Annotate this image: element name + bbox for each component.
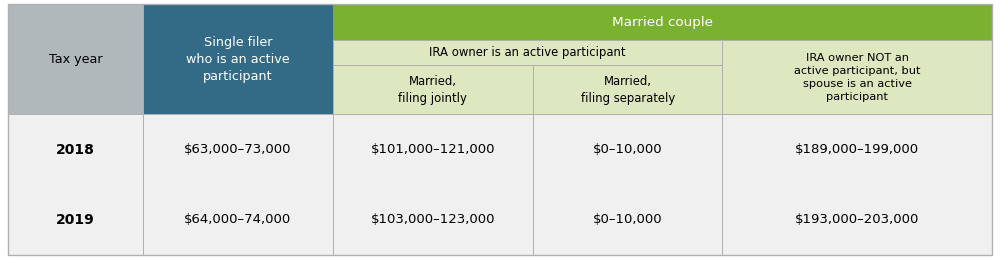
Bar xyxy=(143,4,333,114)
Bar xyxy=(722,40,992,114)
Bar xyxy=(143,114,333,255)
Text: $63,000–73,000: $63,000–73,000 xyxy=(184,143,292,156)
Text: Married couple: Married couple xyxy=(612,16,713,28)
Text: 2019: 2019 xyxy=(56,213,95,227)
Text: Married,
filing jointly: Married, filing jointly xyxy=(398,75,467,105)
Bar xyxy=(533,66,722,114)
Bar xyxy=(333,4,992,40)
Bar xyxy=(533,114,722,255)
Text: $64,000–74,000: $64,000–74,000 xyxy=(184,213,292,226)
Text: Single filer
who is an active
participant: Single filer who is an active participan… xyxy=(186,36,290,83)
Text: $101,000–121,000: $101,000–121,000 xyxy=(371,143,495,156)
Text: $0–10,000: $0–10,000 xyxy=(593,143,663,156)
Bar xyxy=(333,66,533,114)
Text: $103,000–123,000: $103,000–123,000 xyxy=(371,213,495,226)
Bar xyxy=(333,40,722,66)
Bar xyxy=(8,4,143,114)
Text: IRA owner NOT an
active participant, but
spouse is an active
participant: IRA owner NOT an active participant, but… xyxy=(794,53,920,102)
Text: Married,
filing separately: Married, filing separately xyxy=(581,75,675,105)
Bar xyxy=(333,114,533,255)
Text: $189,000–199,000: $189,000–199,000 xyxy=(795,143,919,156)
Text: $0–10,000: $0–10,000 xyxy=(593,213,663,226)
Bar xyxy=(8,114,143,255)
Bar xyxy=(722,114,992,255)
Text: $193,000–203,000: $193,000–203,000 xyxy=(795,213,919,226)
Text: Tax year: Tax year xyxy=(49,53,102,66)
Text: 2018: 2018 xyxy=(56,143,95,157)
Text: IRA owner is an active participant: IRA owner is an active participant xyxy=(429,46,626,59)
